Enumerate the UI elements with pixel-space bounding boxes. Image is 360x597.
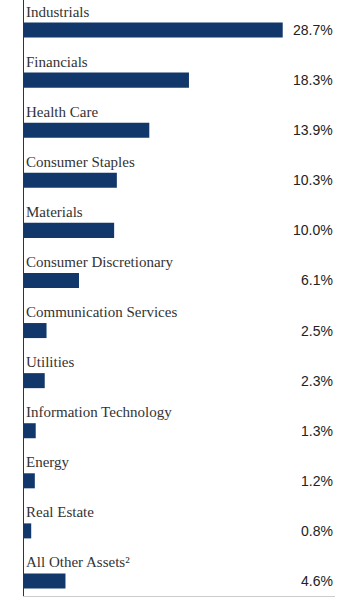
- svg-text:Health Care: Health Care: [26, 104, 98, 120]
- svg-text:Energy: Energy: [26, 454, 70, 470]
- svg-text:0.8%: 0.8%: [301, 523, 333, 539]
- svg-text:Utilities: Utilities: [26, 354, 74, 370]
- svg-text:2.3%: 2.3%: [301, 373, 333, 389]
- svg-text:18.3%: 18.3%: [293, 72, 333, 88]
- svg-text:Real Estate: Real Estate: [26, 504, 94, 520]
- svg-text:2.5%: 2.5%: [301, 323, 333, 339]
- svg-text:Consumer Discretionary: Consumer Discretionary: [26, 254, 174, 270]
- svg-text:Materials: Materials: [26, 204, 83, 220]
- svg-text:Consumer Staples: Consumer Staples: [26, 154, 135, 170]
- svg-text:Industrials: Industrials: [26, 4, 89, 20]
- svg-text:10.0%: 10.0%: [293, 222, 333, 238]
- svg-text:28.7%: 28.7%: [293, 22, 333, 38]
- svg-text:Communication Services: Communication Services: [26, 304, 177, 320]
- svg-text:Financials: Financials: [26, 54, 88, 70]
- svg-text:13.9%: 13.9%: [293, 122, 333, 138]
- svg-text:1.3%: 1.3%: [301, 423, 333, 439]
- svg-text:All Other Assets²: All Other Assets²: [26, 554, 130, 570]
- svg-text:Information Technology: Information Technology: [26, 404, 172, 420]
- svg-text:4.6%: 4.6%: [301, 573, 333, 589]
- svg-text:1.2%: 1.2%: [301, 473, 333, 489]
- svg-text:10.3%: 10.3%: [293, 172, 333, 188]
- svg-text:6.1%: 6.1%: [301, 272, 333, 288]
